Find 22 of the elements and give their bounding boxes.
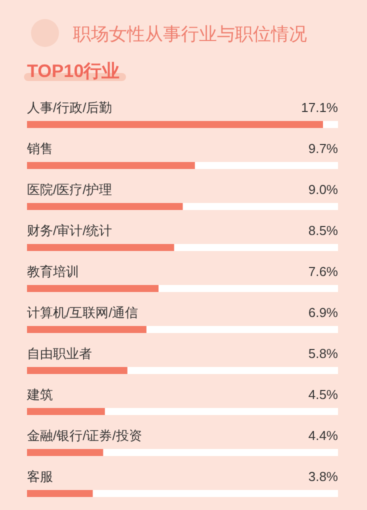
data-label: 5.8% (308, 346, 338, 361)
data-label: 3.8% (308, 469, 338, 484)
y-tick-label: 人事/行政/后勤 (27, 100, 112, 115)
y-tick-label: 医院/医疗/护理 (27, 182, 112, 197)
chart-title: 职场女性从事行业与职位情况 (73, 24, 307, 44)
y-tick-label: 金融/银行/证券/投资 (27, 428, 142, 443)
y-tick-label: 教育培训 (27, 264, 79, 279)
chart-subtitle: TOP10行业 (27, 61, 120, 81)
y-tick-label: 自由职业者 (27, 346, 92, 361)
data-label: 6.9% (308, 305, 338, 320)
data-label: 7.6% (308, 264, 338, 279)
y-tick-label: 财务/审计/统计 (27, 223, 112, 238)
data-label: 4.4% (308, 428, 338, 443)
data-label: 4.5% (308, 387, 338, 402)
y-tick-label: 客服 (27, 469, 53, 484)
y-tick-label: 计算机/互联网/通信 (27, 305, 138, 320)
y-tick-label: 销售 (26, 141, 53, 156)
data-label: 9.7% (308, 141, 338, 156)
data-label: 17.1% (301, 100, 338, 115)
data-label: 8.5% (308, 223, 338, 238)
y-tick-label: 建筑 (26, 387, 53, 402)
data-label: 9.0% (308, 182, 338, 197)
